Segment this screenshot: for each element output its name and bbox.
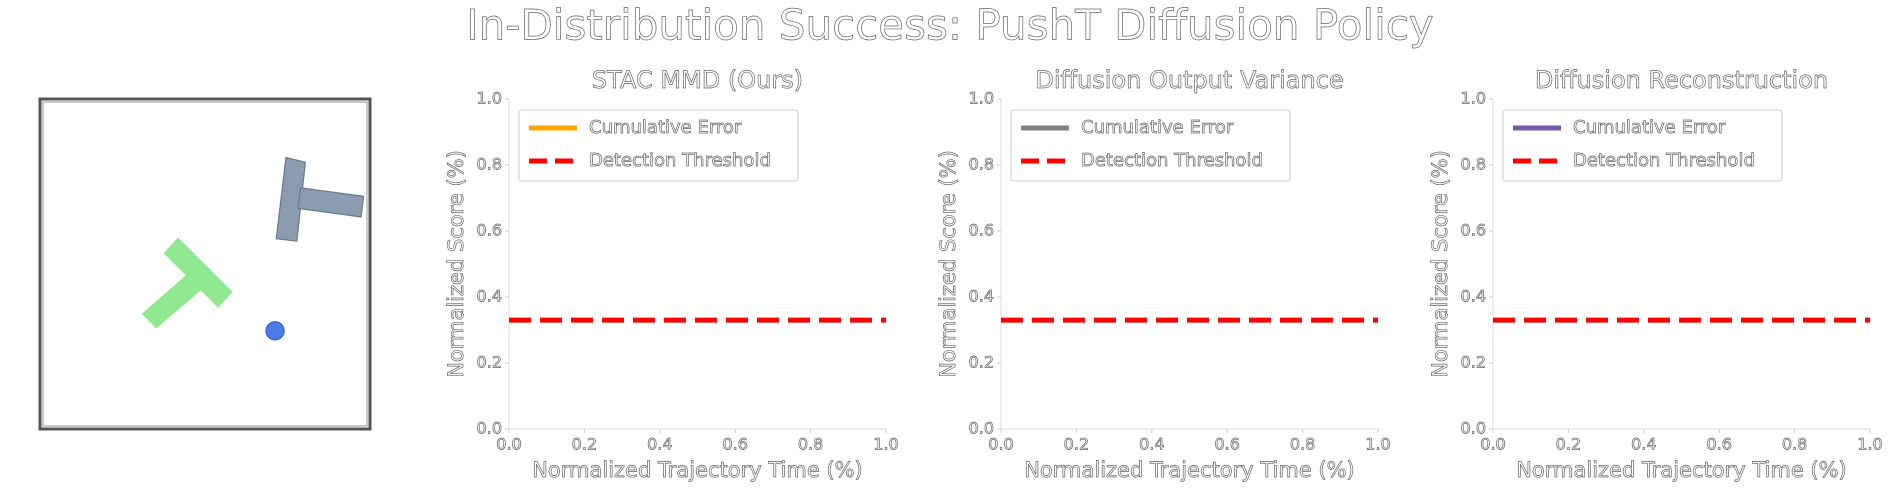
y-axis-label: Normalized Score (%) <box>936 150 960 378</box>
x-tick-label: 0.6 <box>1706 435 1731 454</box>
scene-inner <box>42 101 368 427</box>
x-tick-label: 0.2 <box>1064 435 1089 454</box>
x-tick-label: 0.2 <box>1556 435 1581 454</box>
x-tick-label: 0.8 <box>798 435 823 454</box>
chart-title: Diffusion Output Variance <box>1035 66 1343 94</box>
x-tick-label: 0.4 <box>1631 435 1656 454</box>
legend-label: Cumulative Error <box>1081 117 1234 138</box>
x-tick-label: 1.0 <box>1365 435 1390 454</box>
y-tick-label: 0.0 <box>1461 419 1486 438</box>
line-chart: STAC MMD (Ours) 0.0 0.2 0.4 0.6 0.8 1.0 0.0 0.2 0… <box>444 66 899 483</box>
x-axis-label: Normalized Trajectory Time (%) <box>1516 458 1847 482</box>
agent-t-stem <box>141 271 206 329</box>
x-tick-label: 0.0 <box>988 435 1013 454</box>
legend-label: Detection Threshold <box>589 150 771 171</box>
x-tick-label: 0.4 <box>1139 435 1164 454</box>
x-axis-label: Normalized Trajectory Time (%) <box>532 458 863 482</box>
agent-t-bar <box>163 237 233 308</box>
chart-title: STAC MMD (Ours) <box>592 66 803 94</box>
scene-frame <box>38 97 372 431</box>
scene <box>141 156 365 341</box>
y-tick-label: 0.4 <box>1461 287 1486 306</box>
x-tick-label: 0.0 <box>496 435 521 454</box>
x-tick-label: 1.0 <box>1857 435 1882 454</box>
line-chart: Diffusion Reconstruction 0.0 0.2 0.4 0.6 0.8 1… <box>1428 66 1883 483</box>
y-tick-label: 1.0 <box>969 89 994 108</box>
chart-title: Diffusion Reconstruction <box>1535 66 1828 94</box>
legend-label: Cumulative Error <box>1573 117 1726 138</box>
x-tick-label: 0.0 <box>1480 435 1505 454</box>
goal-t-bar <box>297 187 365 218</box>
scene-panel <box>38 97 372 431</box>
legend-label: Cumulative Error <box>589 117 742 138</box>
line-chart: Diffusion Output Variance 0.0 0.2 0.4 0.6 0.8… <box>936 66 1391 483</box>
y-tick-label: 1.0 <box>1461 89 1486 108</box>
y-tick-label: 0.4 <box>969 287 994 306</box>
x-tick-label: 1.0 <box>873 435 898 454</box>
y-axis-label: Normalized Score (%) <box>1428 150 1452 378</box>
y-tick-label: 0.6 <box>969 221 994 240</box>
x-tick-label: 0.4 <box>647 435 672 454</box>
legend-box <box>1010 109 1291 182</box>
y-tick-label: 0.6 <box>477 221 502 240</box>
x-axis-label: Normalized Trajectory Time (%) <box>1024 458 1355 482</box>
y-tick-label: 0.2 <box>1461 353 1486 372</box>
y-axis-label: Normalized Score (%) <box>444 150 468 378</box>
y-tick-label: 0.0 <box>969 419 994 438</box>
legend-box <box>1502 109 1783 182</box>
x-tick-label: 0.6 <box>1214 435 1239 454</box>
x-tick-label: 0.6 <box>722 435 747 454</box>
y-tick-label: 1.0 <box>477 89 502 108</box>
agent-dot <box>265 321 285 341</box>
x-tick-label: 0.8 <box>1290 435 1315 454</box>
y-tick-label: 0.8 <box>477 155 502 174</box>
x-tick-label: 0.8 <box>1782 435 1807 454</box>
y-tick-label: 0.4 <box>477 287 502 306</box>
y-tick-label: 0.0 <box>477 419 502 438</box>
legend-box <box>518 109 799 182</box>
y-tick-label: 0.2 <box>969 353 994 372</box>
legend-label: Detection Threshold <box>1081 150 1263 171</box>
legend-label: Detection Threshold <box>1573 150 1755 171</box>
y-tick-label: 0.8 <box>1461 155 1486 174</box>
x-tick-label: 0.2 <box>572 435 597 454</box>
goal-t-stem <box>275 156 307 242</box>
y-tick-label: 0.2 <box>477 353 502 372</box>
y-tick-label: 0.8 <box>969 155 994 174</box>
suptitle: In-Distribution Success: PushT Diffusion… <box>466 1 1433 50</box>
y-tick-label: 0.6 <box>1461 221 1486 240</box>
